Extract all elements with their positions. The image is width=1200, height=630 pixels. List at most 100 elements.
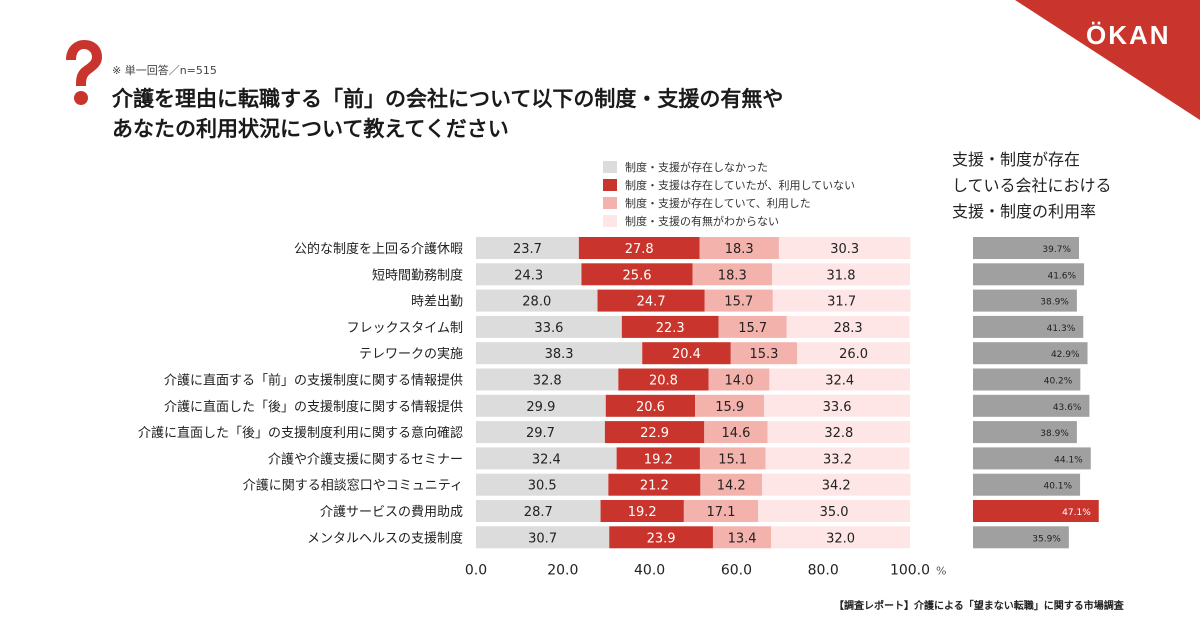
bar-segment [695,394,765,417]
usage-rate-title: 支援・制度が存在 している会社における 支援・制度の利用率 [952,147,1112,225]
x-tick-label: 40.0 [634,563,665,579]
chart-legend: 制度・支援が存在しなかった 制度・支援は存在していたが、利用していない 制度・支… [603,158,855,230]
title-line-2: あなたの利用状況について教えてください [112,117,509,141]
bar-segment [758,500,910,522]
bar-segment [712,526,772,549]
category-label: 介護に直面した「後」の支援制度に関する情報提供 [164,399,463,415]
bar-segment [700,473,763,496]
footer-source: 【調査レポート】介護による「望まない転職」に関する市場調査 [834,601,1124,612]
bar-segment [476,263,582,286]
data-label: 31.8 [827,268,856,283]
legend-item-unknown: 制度・支援の有無がわからない [603,212,855,230]
data-label: 30.3 [830,242,859,257]
data-label: 38.3 [545,347,574,362]
data-label: 30.7 [528,531,557,546]
usage-rate-title-line: 支援・制度の利用率 [952,202,1097,221]
data-label: 19.2 [628,505,657,520]
bar-segment [642,342,731,365]
usage-rate-title-line: 支援・制度が存在 [952,150,1081,169]
bar-segment [704,421,768,444]
usage-rate-label: 39.7% [1042,245,1071,255]
category-label: テレワークの実施 [359,346,463,362]
bar-segment [605,394,696,417]
bar-segment [692,263,772,286]
data-label: 18.3 [718,268,747,283]
bar-segment [476,342,643,365]
bar-segment [476,394,606,417]
data-label: 15.3 [749,347,778,362]
bar-segment [604,421,705,444]
legend-label: 制度・支援の有無がわからない [625,215,779,228]
usage-rate-bar [973,342,1088,365]
usage-rate-bar [973,447,1091,470]
bar-segment [772,289,911,312]
legend-swatch [603,215,617,227]
bar-segment [767,421,910,444]
data-label: 25.6 [623,268,652,283]
category-label: 時差出勤 [411,295,463,310]
title-line-1: 介護を理由に転職する「前」の会社について以下の制度・支援の有無や [112,87,784,111]
bar-segment [765,447,910,470]
bar-segment [699,237,779,259]
data-label: 22.9 [640,426,669,441]
data-label: 31.7 [827,295,856,310]
usage-rate-bar [973,500,1099,522]
data-label: 19.2 [644,452,673,467]
bar-segment [476,368,619,391]
usage-rate-label: 41.3% [1047,324,1076,334]
data-label: 32.0 [826,531,855,546]
bar-segment [608,473,701,496]
category-label: 介護に直面した「後」の支援制度利用に関する意向確認 [138,425,463,441]
bar-segment [476,447,617,470]
data-label: 20.4 [672,347,701,362]
data-label: 28.3 [834,321,863,336]
bar-segment [597,289,705,312]
bar-segment [718,315,787,338]
data-label: 14.2 [717,479,746,494]
legend-item-existed-not-used: 制度・支援は存在していたが、利用していない [603,176,855,194]
legend-label: 制度・支援は存在していたが、利用していない [625,179,856,192]
usage-rate-bar [973,315,1084,338]
bar-segment [778,237,911,259]
legend-item-existed-used: 制度・支援が存在していて、利用した [603,194,855,212]
usage-rate-label: 35.9% [1032,534,1061,544]
category-label: 介護に直面する「前」の支援制度に関する情報提供 [164,373,463,389]
data-label: 14.6 [721,426,750,441]
x-axis-unit: % [936,565,946,578]
data-label: 13.4 [728,531,757,546]
data-label: 33.6 [534,321,563,336]
bar-segment [704,289,773,312]
usage-rate-title-line: している会社における [952,176,1112,195]
data-label: 20.6 [636,400,665,415]
bar-segment [764,394,910,417]
data-label: 15.7 [724,295,753,310]
data-label: 24.3 [514,268,543,283]
legend-swatch [603,197,617,209]
data-label: 32.8 [533,374,562,389]
category-label: 短時間勤務制度 [372,267,463,283]
usage-rate-bar [973,289,1077,312]
bar-segment [621,315,719,338]
data-label: 33.2 [823,452,852,467]
x-tick-label: 100.0 [890,563,930,579]
data-label: 29.9 [526,400,555,415]
usage-rate-bar [973,263,1085,286]
legend-label: 制度・支援が存在しなかった [625,161,768,174]
bar-segment [476,526,610,549]
data-label: 20.8 [649,374,678,389]
bar-segment [618,368,709,391]
category-label: 公的な制度を上回る介護休暇 [294,241,463,257]
usage-rate-bar [973,237,1079,259]
data-label: 34.2 [822,479,851,494]
data-label: 21.2 [640,479,669,494]
bar-segment [616,447,700,470]
usage-rate-label: 40.2% [1044,377,1073,387]
bar-segment [476,237,579,259]
bar-segment [476,500,601,522]
legend-swatch [603,161,617,173]
bar-segment [683,500,759,522]
bar-segment [769,368,910,391]
data-label: 30.5 [528,479,557,494]
category-label: メンタルヘルスの支援制度 [307,530,463,546]
